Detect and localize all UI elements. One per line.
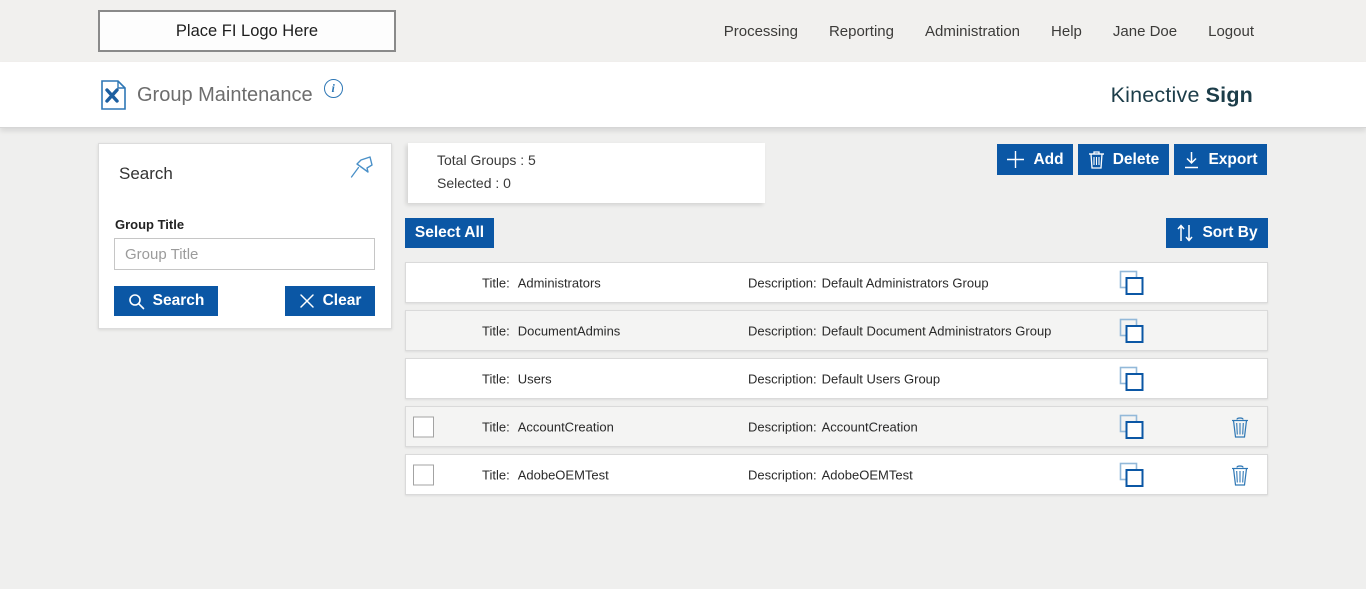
copy-icon[interactable] (1119, 462, 1145, 488)
title-label: Title: (482, 371, 510, 386)
total-groups-value: 5 (528, 152, 536, 168)
group-title-value: Administrators (517, 275, 601, 290)
description-label: Description: (748, 323, 817, 338)
brand-logo: Kinective Sign (1111, 62, 1253, 128)
nav-reporting[interactable]: Reporting (828, 22, 894, 40)
search-panel-title: Search (119, 164, 173, 183)
selected-value: 0 (503, 175, 511, 191)
plus-icon (1006, 150, 1025, 169)
brand-name-regular: Kinective (1110, 82, 1200, 107)
search-panel: Search Group Title Search Clear (98, 143, 392, 329)
group-row-administrators: Title: Administrators Description: Default… (405, 262, 1268, 303)
download-icon (1183, 151, 1200, 169)
pin-icon[interactable] (350, 155, 374, 188)
info-icon[interactable]: i (323, 78, 343, 98)
title-label: Title: (482, 323, 510, 338)
select-all-button[interactable]: Select All (405, 218, 494, 248)
row-checkbox[interactable] (413, 416, 434, 437)
group-row-accountcreation: Title: AccountCreation Description: Accoun… (405, 406, 1268, 447)
search-icon (128, 293, 145, 310)
group-title-value: AccountCreation (517, 419, 614, 434)
sort-by-label: Sort By (1202, 224, 1258, 241)
copy-icon[interactable] (1119, 318, 1145, 344)
nav-help[interactable]: Help (1051, 22, 1082, 40)
top-bar: Place FI Logo Here Processing Reporting … (0, 0, 1366, 62)
description-label: Description: (748, 371, 817, 386)
group-description-value: AccountCreation (821, 419, 918, 434)
nav-user-jane-doe[interactable]: Jane Doe (1112, 22, 1178, 40)
group-maintenance-icon (100, 80, 126, 110)
description-label: Description: (748, 467, 817, 482)
group-title-value: Users (517, 371, 552, 386)
title-label: Title: (482, 275, 510, 290)
group-description-value: AdobeOEMTest (821, 467, 913, 482)
action-toolbar: Add Delete Export (997, 144, 1267, 175)
group-row-users: Title: Users Description: Default Users Gr… (405, 358, 1268, 399)
clear-x-icon (299, 293, 315, 309)
select-all-label: Select All (414, 224, 485, 241)
selected-label: Selected : (437, 175, 500, 191)
description-label: Description: (748, 419, 817, 434)
title-label: Title: (482, 467, 510, 482)
clear-button[interactable]: Clear (285, 286, 375, 316)
fi-logo-placeholder[interactable]: Place FI Logo Here (98, 10, 396, 52)
group-description-value: Default Users Group (821, 371, 941, 386)
search-button-label: Search (152, 292, 205, 309)
groups-summary: Total Groups : 5 Selected : 0 (408, 143, 765, 203)
top-navigation: Processing Reporting Administration Help… (724, 0, 1254, 62)
copy-icon[interactable] (1119, 366, 1145, 392)
page-title: Group Maintenance (137, 83, 313, 106)
group-title-label: Group Title (115, 217, 185, 232)
nav-logout[interactable]: Logout (1208, 22, 1254, 40)
group-title-value: DocumentAdmins (517, 323, 621, 338)
delete-button[interactable]: Delete (1078, 144, 1169, 175)
group-row-adobeoemtest: Title: AdobeOEMTest Description: AdobeOEMT… (405, 454, 1268, 495)
copy-icon[interactable] (1119, 270, 1145, 296)
description-label: Description: (748, 275, 817, 290)
search-button[interactable]: Search (114, 286, 218, 316)
group-title-input[interactable] (114, 238, 375, 270)
copy-icon[interactable] (1119, 414, 1145, 440)
sort-by-button[interactable]: Sort By (1166, 218, 1268, 248)
total-groups-label: Total Groups : (437, 152, 525, 168)
title-label: Title: (482, 419, 510, 434)
row-trash-icon[interactable] (1230, 464, 1250, 486)
trash-icon (1088, 150, 1105, 169)
clear-button-label: Clear (322, 292, 362, 309)
export-button-label: Export (1208, 150, 1258, 168)
group-description-value: Default Document Administrators Group (821, 323, 1052, 338)
delete-button-label: Delete (1112, 150, 1160, 168)
nav-processing[interactable]: Processing (723, 22, 798, 40)
export-button[interactable]: Export (1174, 144, 1267, 175)
row-checkbox[interactable] (413, 464, 434, 485)
add-button-label: Add (1033, 150, 1064, 168)
group-row-documentadmins: Title: DocumentAdmins Description: Default… (405, 310, 1268, 351)
group-description-value: Default Administrators Group (821, 275, 989, 290)
fi-logo-text: Place FI Logo Here (175, 21, 319, 40)
row-trash-icon[interactable] (1230, 416, 1250, 438)
page-header: Group Maintenance i Kinective Sign (0, 62, 1366, 128)
nav-administration[interactable]: Administration (924, 22, 1021, 40)
group-title-value: AdobeOEMTest (517, 467, 609, 482)
add-button[interactable]: Add (997, 144, 1073, 175)
sort-arrows-icon (1176, 223, 1194, 243)
brand-name-bold: Sign (1205, 82, 1253, 107)
